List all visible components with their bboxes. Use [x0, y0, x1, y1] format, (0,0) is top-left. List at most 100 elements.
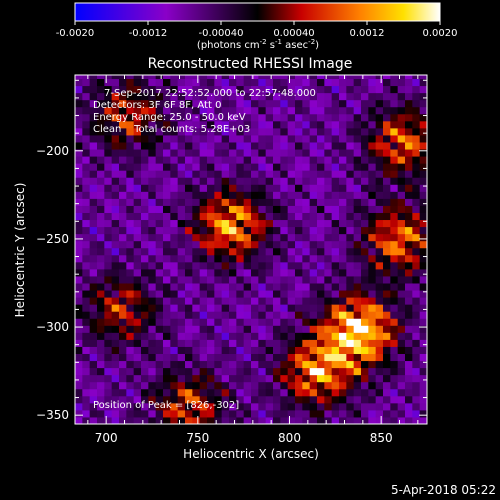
- heatmap-cell: [133, 311, 142, 319]
- heatmap-cell: [265, 304, 274, 312]
- heatmap-cell: [295, 416, 303, 424]
- heatmap-cell: [89, 282, 98, 291]
- heatmap-cell: [317, 191, 325, 199]
- heatmap-cell: [397, 388, 406, 397]
- heatmap-cell: [89, 416, 98, 424]
- heatmap-cell: [287, 127, 296, 136]
- heatmap-cell: [214, 212, 223, 221]
- heatmap-cell: [236, 184, 245, 192]
- heatmap-cell: [207, 75, 215, 80]
- heatmap-cell: [82, 297, 91, 305]
- heatmap-cell: [295, 149, 303, 157]
- heatmap-cell: [405, 325, 413, 333]
- heatmap-cell: [265, 388, 274, 397]
- heatmap-cell: [89, 374, 98, 383]
- heatmap-cell: [309, 240, 318, 249]
- heatmap-cell: [405, 191, 413, 199]
- heatmap-cell: [111, 134, 120, 143]
- heatmap-cell: [214, 198, 223, 206]
- heatmap-cell: [405, 332, 413, 340]
- heatmap-cell: [199, 247, 208, 256]
- heatmap-cell: [397, 409, 406, 418]
- heatmap-cell: [111, 170, 120, 178]
- heatmap-cell: [104, 191, 113, 199]
- heatmap-cell: [243, 219, 252, 228]
- heatmap-cell: [111, 332, 120, 340]
- heatmap-cell: [317, 99, 325, 108]
- heatmap-cell: [214, 416, 223, 424]
- heatmap-cell: [339, 275, 347, 284]
- heatmap-cell: [133, 304, 142, 312]
- heatmap-cell: [177, 325, 186, 333]
- heatmap-cell: [243, 184, 252, 192]
- heatmap-cell: [192, 254, 201, 263]
- heatmap-cell: [221, 163, 230, 171]
- heatmap-cell: [317, 212, 325, 221]
- heatmap-cell: [280, 325, 289, 333]
- heatmap-cell: [368, 226, 377, 235]
- heatmap-cell: [97, 381, 105, 390]
- heatmap-cell: [236, 163, 245, 171]
- heatmap-cell: [383, 219, 391, 228]
- heatmap-cell: [309, 170, 318, 178]
- heatmap-cell: [339, 212, 347, 221]
- heatmap-cell: [243, 113, 252, 122]
- heatmap-cell: [346, 219, 355, 228]
- heatmap-cell: [229, 106, 237, 115]
- heatmap-cell: [397, 99, 406, 108]
- heatmap-cell: [229, 127, 237, 136]
- heatmap-cell: [258, 106, 267, 115]
- heatmap-cell: [126, 149, 135, 157]
- heatmap-cell: [419, 381, 427, 390]
- heatmap-cell: [185, 318, 193, 326]
- heatmap-cell: [397, 275, 406, 284]
- heatmap-cell: [412, 353, 421, 362]
- heatmap-cell: [192, 134, 201, 143]
- heatmap-cell: [141, 395, 149, 404]
- heatmap-cell: [141, 339, 149, 347]
- heatmap-cell: [368, 346, 377, 354]
- heatmap-cell: [346, 297, 355, 305]
- heatmap-cell: [251, 212, 259, 221]
- heatmap-cell: [251, 170, 259, 178]
- heatmap-cell: [265, 113, 274, 122]
- heatmap-cell: [331, 205, 340, 213]
- heatmap-cell: [280, 381, 289, 390]
- heatmap-cell: [324, 261, 333, 270]
- heatmap-cell: [280, 78, 289, 87]
- heatmap-cell: [170, 78, 179, 87]
- heatmap-cell: [375, 205, 384, 213]
- heatmap-cell: [273, 268, 281, 277]
- heatmap-cell: [75, 120, 83, 129]
- heatmap-cell: [383, 395, 391, 404]
- heatmap-cell: [331, 149, 340, 157]
- heatmap-cell: [405, 275, 413, 284]
- heatmap-cell: [185, 388, 193, 397]
- heatmap-cell: [390, 120, 399, 129]
- heatmap-cell: [141, 318, 149, 326]
- heatmap-cell: [251, 113, 259, 122]
- heatmap-cell: [75, 170, 83, 178]
- heatmap-cell: [133, 318, 142, 326]
- heatmap-cell: [243, 226, 252, 235]
- heatmap-cell: [141, 381, 149, 390]
- heatmap-cell: [177, 240, 186, 249]
- heatmap-cell: [89, 219, 98, 228]
- heatmap-cell: [192, 85, 201, 94]
- heatmap-cell: [243, 212, 252, 221]
- heatmap-cell: [258, 395, 267, 404]
- heatmap-cell: [126, 395, 135, 404]
- heatmap-cell: [126, 297, 135, 305]
- heatmap-cell: [295, 304, 303, 312]
- annotation-line: Detectors: 3F 6F 8F, Att 0: [93, 100, 221, 111]
- heatmap-cell: [397, 170, 406, 178]
- heatmap-cell: [287, 92, 296, 101]
- heatmap-cell: [170, 99, 179, 108]
- heatmap-cell: [229, 226, 237, 235]
- heatmap-cell: [383, 325, 391, 333]
- heatmap-cell: [346, 282, 355, 291]
- heatmap-cell: [339, 332, 347, 340]
- heatmap-cell: [170, 205, 179, 213]
- heatmap-cell: [331, 388, 340, 397]
- heatmap-cell: [82, 268, 91, 277]
